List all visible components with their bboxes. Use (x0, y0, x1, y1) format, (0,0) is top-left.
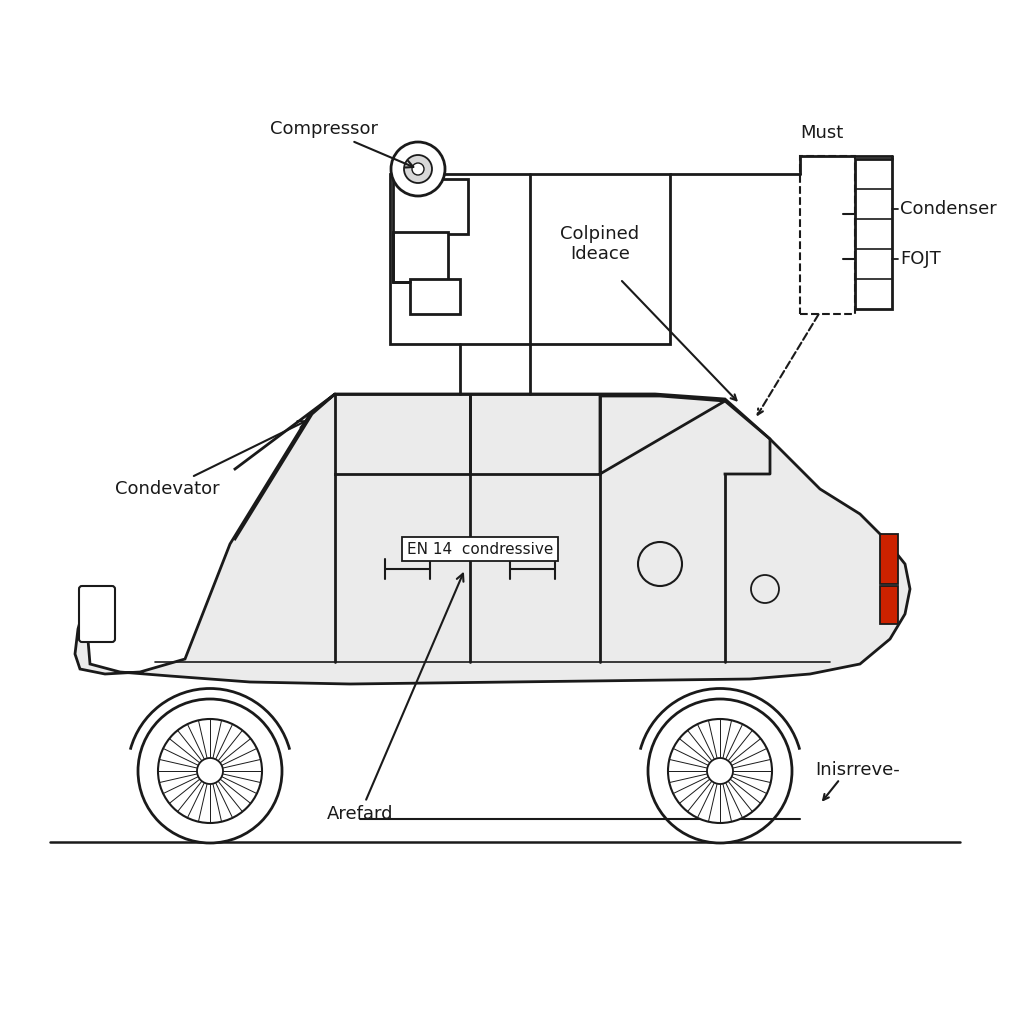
Bar (410, 279, 460, 314)
Text: Arefard: Arefard (327, 573, 464, 823)
Bar (800, 156, 855, 314)
Circle shape (404, 155, 432, 183)
Polygon shape (75, 394, 910, 684)
Circle shape (391, 142, 445, 196)
Text: Condenser: Condenser (900, 200, 996, 218)
Bar (393, 179, 468, 234)
Text: EN 14  condressive: EN 14 condressive (407, 542, 553, 556)
Text: Condevator: Condevator (115, 421, 305, 498)
Text: Compressor: Compressor (270, 120, 414, 168)
Circle shape (751, 575, 779, 603)
Text: Must: Must (801, 124, 844, 142)
Text: Inisrreve-: Inisrreve- (815, 761, 900, 779)
Bar (880, 534, 898, 584)
Bar (880, 586, 898, 624)
Text: FOJT: FOJT (900, 250, 941, 268)
Circle shape (648, 699, 792, 843)
Circle shape (638, 542, 682, 586)
Circle shape (158, 719, 262, 823)
Circle shape (707, 758, 733, 784)
Circle shape (668, 719, 772, 823)
Circle shape (197, 758, 223, 784)
FancyBboxPatch shape (79, 586, 115, 642)
Bar (393, 232, 449, 282)
Bar (390, 174, 670, 344)
Circle shape (138, 699, 282, 843)
Text: Colpined
Ideace: Colpined Ideace (560, 224, 640, 263)
Circle shape (412, 163, 424, 175)
Bar (855, 159, 892, 309)
